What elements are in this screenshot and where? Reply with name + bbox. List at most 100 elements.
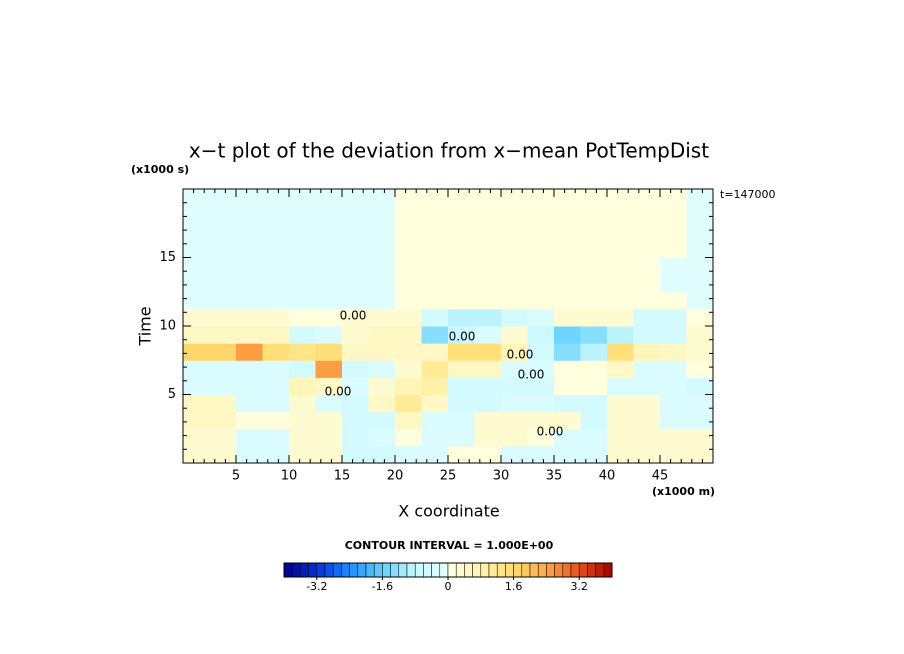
heat-cell — [448, 308, 475, 327]
heat-cell — [395, 189, 422, 207]
heat-cell — [474, 360, 502, 378]
heat-cell — [262, 240, 290, 258]
heat-cell — [262, 257, 290, 276]
heat-cell — [395, 223, 422, 241]
heat-cell — [527, 308, 555, 327]
heat-cell — [315, 428, 343, 447]
heat-cell — [342, 223, 369, 241]
heat-cell — [421, 223, 449, 241]
heat-cell — [474, 240, 502, 258]
heat-cell — [448, 240, 475, 258]
heat-cell — [262, 343, 290, 361]
colorbar-tick-label: 1.6 — [505, 580, 523, 593]
heat-cell — [209, 360, 237, 378]
colorbar-cell — [341, 562, 350, 578]
heat-cell — [262, 274, 290, 293]
heat-cell — [183, 274, 210, 293]
colorbar-cell — [423, 562, 432, 578]
heat-cell — [289, 394, 316, 413]
heat-cell — [580, 360, 608, 378]
heat-cell — [262, 411, 290, 430]
heat-cell — [607, 240, 634, 258]
colorbar-cell — [291, 562, 301, 578]
colorbar-cell — [382, 562, 391, 578]
heat-cell — [421, 360, 449, 378]
heat-cell — [501, 394, 528, 413]
colorbar-cell — [496, 562, 506, 578]
heat-cell — [660, 360, 687, 378]
heat-cell — [395, 206, 422, 224]
heat-cell — [607, 206, 634, 224]
heat-cell — [554, 223, 581, 241]
heat-cell — [554, 360, 581, 378]
heat-cell — [554, 428, 581, 447]
heat-cell — [183, 377, 210, 395]
heat-cell — [315, 274, 343, 293]
heat-cell — [633, 308, 661, 327]
heat-cell — [209, 189, 237, 207]
colorbar-cell — [390, 562, 400, 578]
heat-cell — [236, 274, 263, 293]
heat-cell — [448, 428, 475, 447]
heat-cell — [395, 445, 422, 464]
colorbar-cell — [587, 562, 596, 578]
x-axis-label: X coordinate — [398, 502, 499, 521]
heat-cell — [527, 411, 555, 430]
heat-cell — [527, 257, 555, 276]
heat-cell — [236, 394, 263, 413]
heat-cell — [660, 308, 687, 327]
heat-cell — [183, 308, 210, 327]
heat-cell — [474, 291, 502, 310]
heat-cell — [660, 206, 687, 224]
heat-cell — [315, 411, 343, 430]
heat-cell — [607, 189, 634, 207]
heat-cell — [183, 206, 210, 224]
heat-cell — [368, 377, 396, 395]
heat-cell — [342, 360, 369, 378]
heat-cell — [342, 445, 369, 464]
heat-cell — [289, 445, 316, 464]
heat-cell — [448, 189, 475, 207]
colorbar-cell — [472, 562, 482, 578]
heat-cell — [580, 189, 608, 207]
heat-cell — [262, 291, 290, 310]
heat-cell — [183, 240, 210, 258]
heat-cell — [289, 189, 316, 207]
heat-cell — [474, 343, 502, 361]
heat-cell — [342, 394, 369, 413]
heat-cell — [448, 274, 475, 293]
heat-cell — [421, 326, 449, 344]
heat-cell — [209, 308, 237, 327]
heat-cell — [686, 343, 714, 361]
contour-label: 0.00 — [449, 330, 476, 344]
colorbar-cell — [398, 562, 408, 578]
heat-cell — [289, 206, 316, 224]
colorbar-cell — [455, 562, 465, 578]
heat-cell — [607, 223, 634, 241]
heat-cell — [501, 308, 528, 327]
heat-cell — [368, 206, 396, 224]
heat-cell — [501, 257, 528, 276]
colorbar-cell — [595, 562, 605, 578]
heat-cell — [474, 257, 502, 276]
heat-cell — [209, 428, 237, 447]
heat-cell — [315, 206, 343, 224]
colorbar-cell — [578, 562, 588, 578]
heat-cell — [686, 223, 714, 241]
colorbar-cell — [464, 562, 473, 578]
heat-cell — [686, 240, 714, 258]
heat-cell — [262, 189, 290, 207]
colorbar-cell — [537, 562, 547, 578]
heat-cell — [686, 274, 714, 293]
heat-cell — [315, 394, 343, 413]
heat-cell — [580, 291, 608, 310]
heat-cell — [554, 206, 581, 224]
heat-cell — [660, 411, 687, 430]
heat-cell — [368, 291, 396, 310]
y-tick-label: 10 — [159, 319, 176, 334]
heat-cell — [342, 428, 369, 447]
heat-cell — [209, 326, 237, 344]
colorbar-cell — [431, 562, 441, 578]
heat-cell — [315, 343, 343, 361]
heat-cell — [368, 257, 396, 276]
